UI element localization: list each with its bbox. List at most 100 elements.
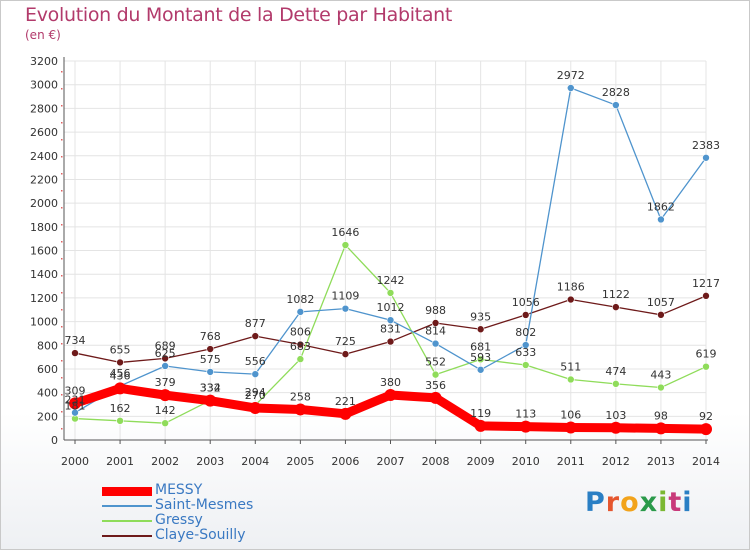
data-label-saint-mesmes: 2828 [602, 86, 630, 99]
data-label-claye-souilly: 806 [290, 326, 311, 339]
y-tick-label: 3000 [30, 79, 58, 92]
axis-dot [61, 139, 63, 141]
data-label-saint-mesmes: 802 [515, 326, 536, 339]
legend-swatch-saint-mesmes [102, 505, 152, 507]
x-tick-label: 2004 [241, 455, 269, 468]
point-messy [564, 421, 577, 434]
axis-dot [61, 275, 63, 277]
axes: 0 200 400 600 800 1000 1200 1400 1600 1800 2000 220… [30, 55, 720, 468]
data-label-gressy: 619 [696, 348, 717, 361]
data-label-messy: 106 [560, 408, 581, 421]
y-tick-label: 400 [37, 387, 58, 400]
data-label-saint-mesmes: 1012 [377, 301, 405, 314]
data-label-messy: 98 [654, 409, 668, 422]
data-label-claye-souilly: 877 [245, 317, 266, 330]
legend-label-messy: MESSY [155, 482, 203, 498]
x-tick-label: 2005 [286, 455, 314, 468]
axis-dot [61, 428, 63, 430]
axis-dot [61, 292, 63, 294]
point-claye-souilly [341, 350, 350, 358]
axis-dot [61, 122, 63, 124]
data-label-saint-mesmes: 625 [155, 347, 176, 360]
point-claye-souilly [612, 303, 620, 311]
data-label-saint-mesmes: 814 [425, 325, 446, 338]
y-tick-label: 2200 [30, 173, 58, 186]
axis-dot [61, 105, 63, 107]
axis-dot [61, 71, 63, 73]
point-claye-souilly [476, 325, 485, 334]
axis-dot [61, 258, 63, 260]
data-label-gressy: 162 [110, 402, 131, 415]
data-label-messy: 380 [380, 376, 401, 389]
data-label-saint-mesmes: 2383 [692, 139, 720, 152]
x-tick-label: 2002 [151, 455, 179, 468]
axis-dot [61, 377, 63, 379]
data-label-messy: 221 [335, 395, 356, 408]
point-messy [339, 407, 352, 420]
point-saint-mesmes [566, 84, 575, 92]
point-saint-mesmes [296, 308, 305, 316]
point-gressy [431, 370, 440, 379]
data-label-messy: 119 [470, 407, 491, 420]
point-messy [519, 420, 532, 433]
y-tick-label: 3200 [30, 55, 58, 68]
point-gressy [296, 355, 305, 363]
y-tick-label: 2400 [30, 150, 58, 163]
data-label-claye-souilly: 988 [425, 304, 446, 317]
y-tick-label: 1000 [30, 316, 58, 329]
data-label-saint-mesmes: 575 [200, 353, 221, 366]
proxiti-logo: Proxiti [585, 487, 693, 518]
axis-dot [61, 207, 63, 209]
x-tick-label: 2003 [196, 455, 224, 468]
data-label-claye-souilly: 831 [380, 323, 401, 336]
data-label-claye-souilly: 935 [470, 310, 491, 323]
point-messy [654, 422, 667, 435]
data-label-messy: 309 [65, 384, 86, 397]
legend-swatch-messy [102, 487, 152, 496]
x-tick-label: 2000 [61, 455, 89, 468]
y-tick-label: 0 [51, 434, 58, 447]
logo-letter: P [585, 487, 606, 518]
data-label-saint-mesmes: 1082 [286, 293, 314, 306]
point-saint-mesmes [612, 101, 620, 109]
point-claye-souilly [702, 292, 710, 300]
data-label-claye-souilly: 689 [155, 339, 176, 352]
data-label-claye-souilly: 768 [200, 330, 221, 343]
data-label-gressy: 474 [605, 365, 626, 378]
x-tick-label: 2011 [557, 455, 585, 468]
point-claye-souilly [206, 345, 215, 353]
point-saint-mesmes [206, 368, 215, 376]
point-claye-souilly [71, 349, 79, 357]
data-label-messy: 379 [155, 376, 176, 389]
logo-letter: x [639, 487, 659, 518]
logo-letter: r [605, 487, 621, 518]
legend-swatch-claye-souilly [102, 535, 152, 537]
data-labels-layer: 734 655 689 768 877 806 725 831 988 935 1056 1186 11… [65, 69, 721, 423]
point-messy [609, 421, 622, 434]
point-saint-mesmes [251, 370, 260, 378]
point-gressy [521, 361, 530, 369]
data-label-claye-souilly: 725 [335, 335, 356, 348]
point-gressy [161, 419, 169, 427]
data-label-saint-mesmes: 231 [65, 394, 86, 407]
legend-swatch-gressy [102, 520, 152, 522]
point-claye-souilly [296, 340, 305, 349]
point-claye-souilly [116, 358, 124, 367]
data-label-gressy: 334 [200, 381, 221, 394]
chart-unit-label: (en €) [25, 28, 61, 42]
axis-dot [61, 190, 63, 192]
axis-dot [61, 241, 63, 243]
data-label-gressy: 443 [650, 369, 671, 382]
data-label-messy: 356 [425, 379, 446, 392]
data-label-saint-mesmes: 1109 [331, 290, 359, 303]
data-label-messy: 436 [110, 369, 131, 382]
data-label-saint-mesmes: 556 [245, 355, 266, 368]
data-label-saint-mesmes: 1862 [647, 200, 675, 213]
logo-letter: t [668, 487, 683, 518]
point-claye-souilly [386, 337, 395, 346]
y-tick-label: 2800 [30, 102, 58, 115]
point-saint-mesmes [521, 341, 530, 349]
x-tick-label: 2009 [467, 455, 495, 468]
point-saint-mesmes [476, 365, 485, 374]
